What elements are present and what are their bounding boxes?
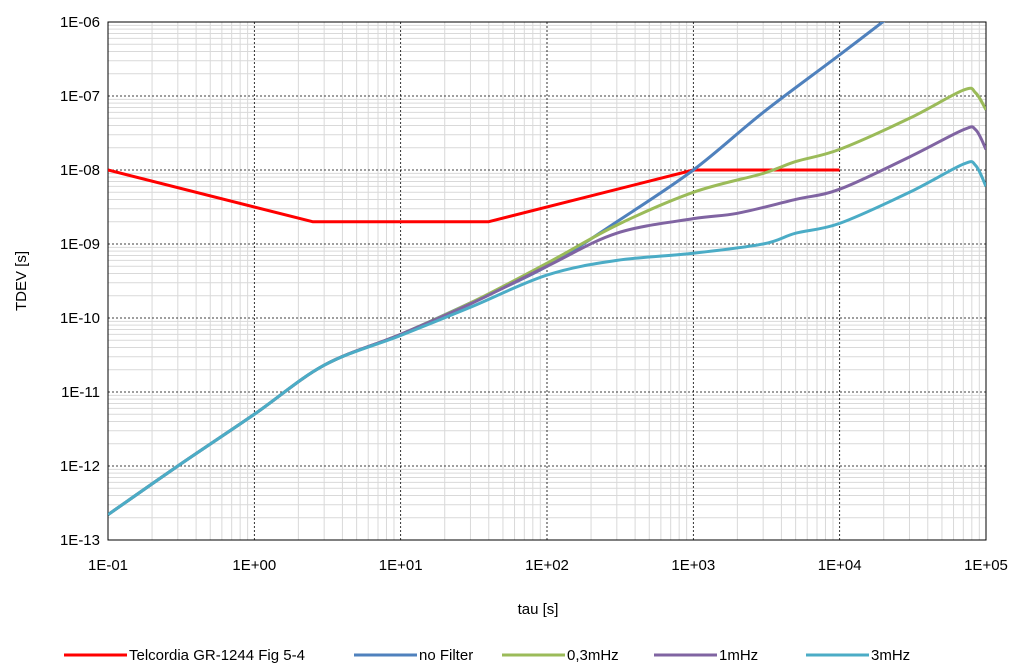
x-tick-label: 1E+03 [671, 557, 715, 574]
y-axis-tick-labels: 1E-06 1E-07 1E-08 1E-09 1E-10 1E-11 1E-12 1E-13 [60, 14, 100, 549]
x-tick-label: 1E+05 [964, 557, 1008, 574]
legend-label: Telcordia GR-1244 Fig 5-4 [129, 647, 305, 664]
y-tick-label: 1E-13 [60, 532, 100, 549]
legend-label: no Filter [419, 647, 473, 664]
y-tick-label: 1E-07 [60, 88, 100, 105]
x-tick-label: 1E-01 [88, 557, 128, 574]
plot-area-frame [107, 21, 987, 541]
x-tick-label: 1E+00 [232, 557, 276, 574]
y-tick-label: 1E-10 [60, 310, 100, 327]
series-layer [108, 22, 986, 516]
x-tick-label: 1E+01 [379, 557, 423, 574]
legend: Telcordia GR-1244 Fig 5-4 no Filter 0,3mHz… [64, 647, 910, 664]
legend-label: 3mHz [871, 647, 910, 664]
x-tick-label: 1E+02 [525, 557, 569, 574]
series-line [108, 160, 986, 516]
x-axis-tick-labels: 1E-01 1E+00 1E+01 1E+02 1E+03 1E+04 1E+05 [88, 557, 1008, 574]
x-tick-label: 1E+04 [818, 557, 862, 574]
series-line [108, 168, 840, 224]
x-axis-title: tau [s] [518, 601, 559, 618]
y-tick-label: 1E-09 [60, 236, 100, 253]
y-tick-label: 1E-12 [60, 458, 100, 475]
y-tick-label: 1E-06 [60, 14, 100, 31]
y-tick-label: 1E-08 [60, 162, 100, 179]
y-axis-title: TDEV [s] [13, 251, 30, 311]
legend-label: 1mHz [719, 647, 758, 664]
legend-label: 0,3mHz [567, 647, 619, 664]
y-tick-label: 1E-11 [61, 384, 100, 401]
